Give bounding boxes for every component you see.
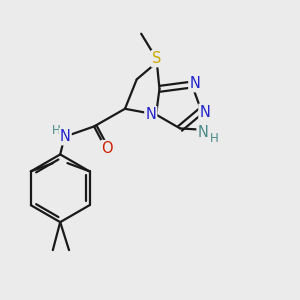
Text: S: S	[152, 51, 161, 66]
Text: H: H	[210, 132, 219, 145]
Text: N: N	[189, 76, 200, 91]
Text: O: O	[101, 141, 113, 156]
Text: H: H	[52, 124, 61, 137]
Text: N: N	[146, 107, 156, 122]
Text: N: N	[198, 125, 208, 140]
Text: N: N	[200, 105, 210, 120]
Text: N: N	[60, 129, 70, 144]
